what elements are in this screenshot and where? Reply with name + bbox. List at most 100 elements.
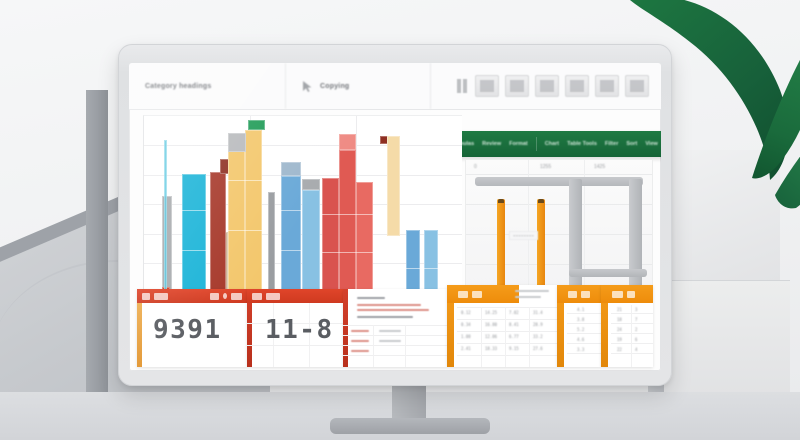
cell-r3c1: 6 xyxy=(635,337,638,342)
header-chip-b[interactable] xyxy=(581,290,590,298)
cell-r4c1: 4 xyxy=(635,347,638,352)
minimize-icon[interactable] xyxy=(625,75,649,97)
tab-label: Category headings xyxy=(145,82,212,90)
desk-divider-column xyxy=(86,90,108,440)
bar-N[interactable] xyxy=(387,136,400,236)
cell-r1c1: 16.80 xyxy=(485,322,498,327)
tab-label: Copying xyxy=(320,82,350,90)
ribbon-item-10[interactable]: View xyxy=(645,141,658,147)
plant-leaves xyxy=(620,0,800,210)
header-chip-dot[interactable] xyxy=(222,293,228,299)
table-panel-wide[interactable]: 0.12 14.25 7.02 31.4 0.34 16.80 8.41 28.… xyxy=(447,285,557,367)
bar-E-grey-cap xyxy=(228,133,246,152)
cell-r1c2: 8.41 xyxy=(509,322,519,327)
cell-r2c3: 33.2 xyxy=(533,334,543,339)
info-icon[interactable] xyxy=(505,75,529,97)
ribbon-item-5[interactable]: Format xyxy=(509,141,528,147)
table-panel-narrow-2[interactable]: 21 3 18 7 24 2 19 6 22 4 xyxy=(601,285,653,367)
grey-rail-top xyxy=(475,177,643,186)
header-chip-a[interactable] xyxy=(568,290,577,298)
save-icon[interactable] xyxy=(475,75,499,97)
bar-E[interactable] xyxy=(228,140,245,292)
panel-header-orange xyxy=(557,285,601,303)
bar-K-top-cap xyxy=(339,134,356,150)
cell-r3c1: 18.33 xyxy=(485,346,498,351)
background-panel-lower-right xyxy=(660,280,790,406)
bar-chart[interactable] xyxy=(143,115,462,292)
text-box-icon[interactable] xyxy=(535,75,559,97)
ribbon-item-8[interactable]: Filter xyxy=(604,141,619,147)
header-chip-a[interactable] xyxy=(458,290,468,298)
bar-H-cap xyxy=(281,162,301,176)
ribbon-item-6[interactable]: Chart xyxy=(544,141,560,147)
header-chip-a[interactable] xyxy=(612,290,623,298)
orange-marker-2[interactable] xyxy=(537,199,545,291)
bar-O[interactable] xyxy=(406,230,420,292)
cell-r1c3: 28.9 xyxy=(533,322,543,327)
ribbon-item-4[interactable]: Review xyxy=(482,141,502,147)
cell-r0c0: 4.1 xyxy=(577,307,585,312)
panel-accent-red xyxy=(343,289,348,367)
cell-r2c0: 5.2 xyxy=(577,327,585,332)
bar-A[interactable] xyxy=(162,196,172,292)
grey-post-right xyxy=(629,179,642,291)
bar-C[interactable] xyxy=(182,174,206,292)
table-panel-narrow-1[interactable]: 4.1 3.8 5.2 4.6 3.3 xyxy=(557,285,601,367)
bar-K[interactable] xyxy=(339,150,356,292)
header-chip-b[interactable] xyxy=(266,292,280,300)
cell-r1c0: 18 xyxy=(617,317,622,322)
bar-I[interactable] xyxy=(302,190,320,292)
header-chip-b[interactable] xyxy=(472,290,482,298)
header-chip-c[interactable] xyxy=(209,292,219,300)
pause-icon[interactable] xyxy=(455,76,469,96)
cell-r1c0: 3.8 xyxy=(577,317,585,322)
cell-r2c1: 2 xyxy=(635,327,638,332)
readout-panel-right[interactable]: 11-8 xyxy=(247,289,343,367)
panel-accent-amber xyxy=(137,289,142,367)
header-chip-a[interactable] xyxy=(252,292,262,300)
toolbar-icon-strip xyxy=(455,63,661,109)
bar-L[interactable] xyxy=(356,182,373,292)
inline-note-label: ======== xyxy=(509,231,539,240)
bar-D[interactable] xyxy=(210,172,226,292)
panel-accent-orange xyxy=(601,285,608,367)
tab-category-headings[interactable]: Category headings xyxy=(129,63,286,109)
header-chip-b[interactable] xyxy=(154,292,168,300)
readout-panel-left[interactable]: 9391 xyxy=(137,289,247,367)
document-panel[interactable] xyxy=(343,289,447,367)
bar-F[interactable] xyxy=(245,130,262,292)
panel-header-orange xyxy=(601,285,653,303)
orange-marker-1[interactable] xyxy=(497,199,505,291)
bar-H[interactable] xyxy=(281,176,301,292)
header-chip-d[interactable] xyxy=(231,292,242,300)
panel-header-red xyxy=(137,289,247,303)
column-header-2: 1425 xyxy=(594,164,606,170)
ribbon-item-7[interactable]: Table Tools xyxy=(567,141,597,147)
cell-r3c3: 27.6 xyxy=(533,346,543,351)
layout-icon[interactable] xyxy=(595,75,619,97)
cell-r0c1: 3 xyxy=(635,307,638,312)
cell-r2c0: 24 xyxy=(617,327,622,332)
monitor-bezel: Category headings Copying xyxy=(118,44,672,386)
chart-bars xyxy=(144,116,462,292)
list-icon[interactable] xyxy=(565,75,589,97)
cell-r0c2: 7.02 xyxy=(509,310,519,315)
ribbon-item-9[interactable]: Sort xyxy=(626,141,638,147)
cursor-arrow-icon xyxy=(303,80,312,92)
bar-I-cap xyxy=(302,179,320,190)
tab-copying[interactable]: Copying xyxy=(286,63,431,109)
panel-accent-orange xyxy=(447,285,454,367)
bar-P[interactable] xyxy=(424,230,438,292)
bar-J[interactable] xyxy=(322,178,339,292)
ribbon-separator xyxy=(535,137,537,151)
header-chip-a[interactable] xyxy=(142,292,151,300)
header-chip-b[interactable] xyxy=(627,290,635,298)
cell-r0c0: 21 xyxy=(617,307,622,312)
cell-r3c2: 9.15 xyxy=(509,346,519,351)
cell-r4c0: 3.3 xyxy=(577,347,585,352)
grey-post-left xyxy=(569,179,582,291)
bar-C-spike[interactable] xyxy=(164,140,167,292)
bar-G[interactable] xyxy=(268,192,275,292)
office-chair-seam xyxy=(0,260,220,440)
